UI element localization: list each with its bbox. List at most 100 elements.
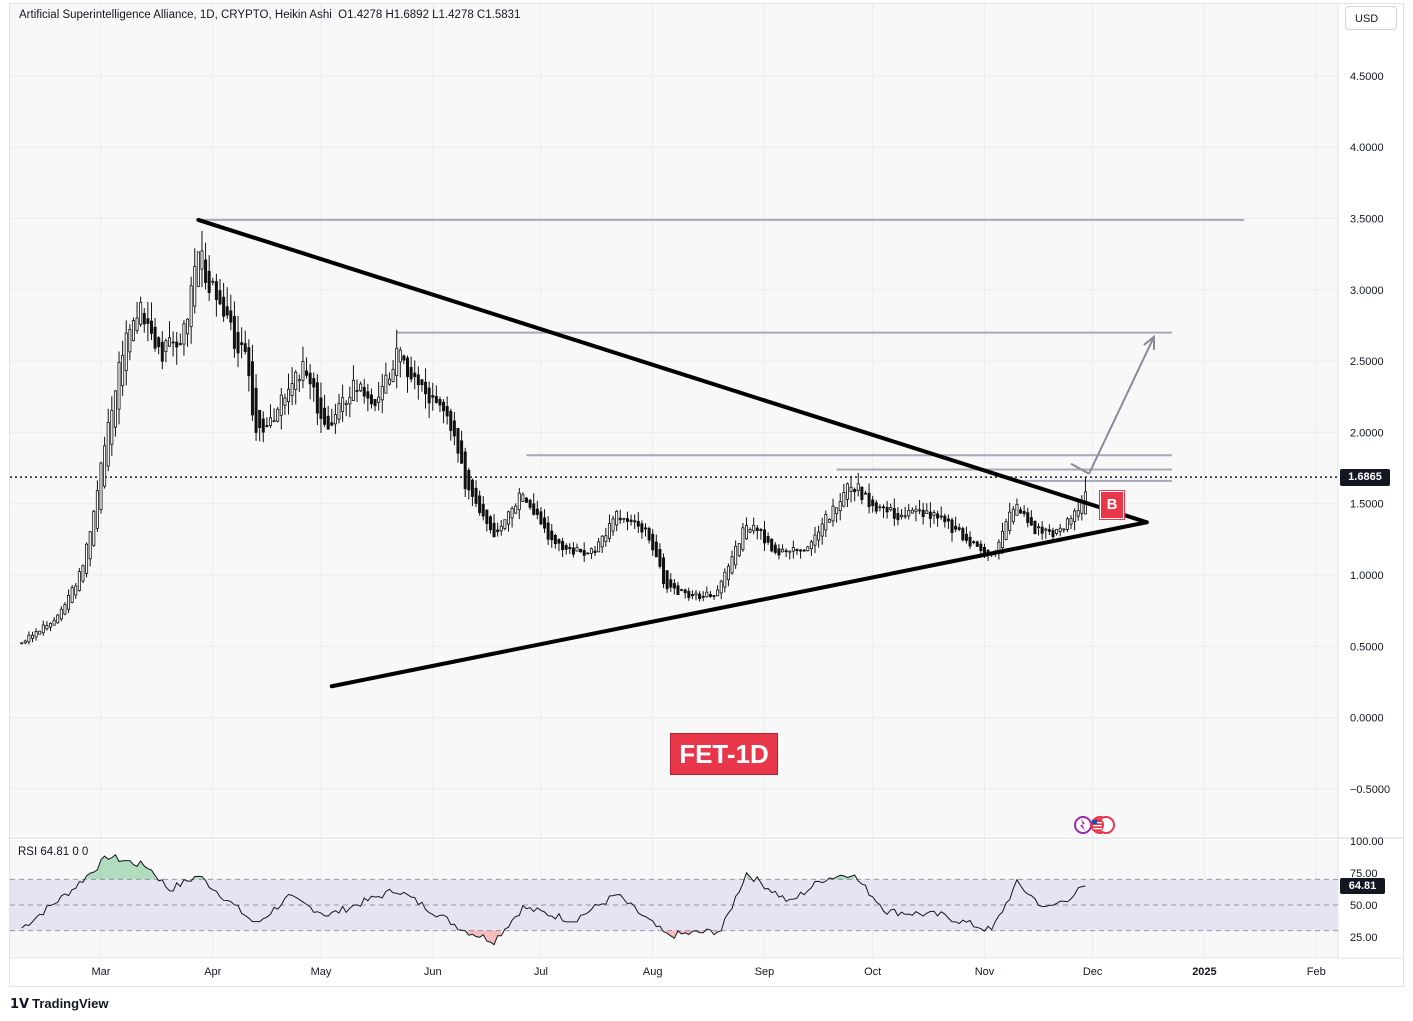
candle-body	[445, 406, 449, 417]
candle-body	[496, 529, 500, 533]
candle-body	[153, 326, 157, 349]
candle-body	[979, 543, 983, 552]
candle-body	[200, 250, 204, 270]
candle-body	[474, 487, 478, 504]
candle-body	[622, 517, 626, 520]
time-tick-label: Jun	[424, 966, 442, 978]
rsi-oversold-fill	[714, 930, 722, 935]
candle-body	[204, 259, 208, 283]
candle-body	[726, 565, 730, 581]
candle-body	[817, 531, 821, 541]
resistance-levels	[10, 218, 1338, 482]
candle-body	[896, 513, 900, 521]
candle-body	[67, 595, 71, 610]
candle-body	[1008, 511, 1012, 532]
trendline-descending	[196, 217, 1149, 525]
candle-body	[128, 329, 132, 353]
candle-body	[1044, 528, 1048, 531]
candle-body	[131, 320, 135, 342]
candle-body	[70, 587, 74, 603]
candle-body	[910, 509, 914, 514]
candle-body	[149, 320, 153, 334]
candle-body	[672, 583, 676, 589]
candle-body	[63, 604, 67, 615]
candle-body	[752, 524, 756, 532]
candle-body	[914, 508, 918, 513]
candle-body	[561, 540, 565, 550]
candle-body	[49, 622, 53, 628]
candle-body	[885, 506, 889, 513]
candle-body	[1065, 518, 1069, 530]
candle-body	[579, 548, 583, 553]
candle-body	[874, 502, 878, 512]
candle-body	[820, 523, 824, 537]
candle-body	[517, 492, 521, 511]
candle-body	[207, 270, 211, 293]
candle-body	[766, 536, 770, 543]
buy-signal-badge[interactable]: B	[1100, 491, 1124, 519]
candle-body	[413, 372, 417, 378]
candle-body	[290, 383, 294, 396]
grid	[10, 4, 1338, 958]
candle-body	[741, 527, 745, 551]
candle-body	[863, 492, 867, 495]
candle-body	[110, 409, 114, 445]
candle-body	[45, 625, 49, 630]
candle-body	[921, 509, 925, 518]
candle-body	[539, 511, 543, 525]
candle-body	[52, 619, 56, 626]
chart-header: Artificial Superintelligence Alliance, 1…	[19, 9, 520, 21]
currency-button[interactable]: USD	[1345, 6, 1397, 30]
candle-body	[662, 557, 666, 585]
candle-body	[1047, 529, 1051, 532]
candle-body	[323, 407, 327, 425]
price-tick-label: 0.5000	[1350, 641, 1384, 653]
tradingview-logo[interactable]: 𝟭𝗩 TradingView	[10, 996, 108, 1012]
rsi-indicator	[10, 853, 1338, 946]
candle-body	[871, 499, 875, 506]
candle-body	[503, 519, 507, 529]
axes: 4.5000 4.0000 3.5000 3.0000 2.5000 2.0000 1.50…	[92, 71, 1391, 978]
candle-body	[903, 515, 907, 518]
candle-body	[535, 508, 539, 515]
candle-body	[38, 630, 42, 635]
candle-body	[488, 516, 492, 531]
rsi-tick-label: 75.00	[1350, 868, 1378, 880]
candle-body	[366, 391, 370, 399]
price-tick-label: 4.0000	[1350, 142, 1384, 154]
candle-body	[344, 402, 348, 405]
candle-body	[1040, 526, 1044, 534]
rsi-oversold-fill	[663, 930, 704, 939]
candle-body	[312, 378, 316, 388]
trendlines	[196, 217, 1156, 689]
candle-body	[189, 285, 193, 327]
rsi-line	[21, 853, 1086, 946]
time-tick-label: May	[311, 966, 332, 978]
candle-body	[377, 396, 381, 403]
rsi-overbought-fill	[829, 874, 855, 880]
candle-body	[644, 527, 648, 530]
candle-body	[139, 302, 143, 325]
candle-body	[196, 251, 200, 287]
candle-body	[964, 533, 968, 541]
rsi-legend[interactable]: RSI 64.81 0 0	[18, 846, 89, 858]
candle-body	[95, 490, 99, 529]
candle-body	[954, 525, 958, 530]
candle-body	[575, 546, 579, 552]
candle-body	[629, 519, 633, 522]
rsi-oversold-fill	[465, 930, 502, 945]
candle-body	[1029, 517, 1033, 526]
candle-body	[928, 511, 932, 519]
economic-events-icons[interactable]	[1073, 815, 1119, 835]
projection-arrow-head	[1143, 334, 1156, 350]
projection-arrow-tail	[1070, 462, 1090, 475]
symbol-title[interactable]: Artificial Superintelligence Alliance, 1…	[19, 9, 332, 21]
candle-body	[467, 469, 471, 491]
candle-body	[168, 337, 172, 347]
candle-body	[582, 550, 586, 556]
candle-body	[369, 394, 373, 405]
candle-body	[633, 520, 637, 523]
candle-body	[175, 341, 179, 348]
candle-body	[232, 316, 236, 349]
